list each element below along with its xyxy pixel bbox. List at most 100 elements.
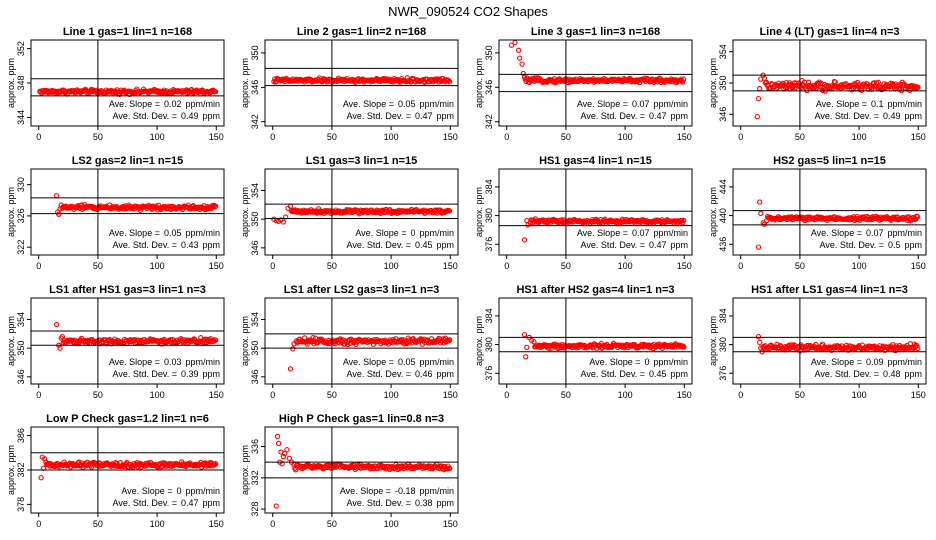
y-tick-label: 342: [250, 114, 260, 129]
x-tick-label: 0: [36, 261, 41, 271]
slope-part: 0.07: [632, 99, 650, 109]
y-tick-label: 342: [484, 114, 494, 129]
slope-annotation: Ave. Slope = 0.07 ppm/min: [811, 228, 922, 238]
std-dev-annotation: Ave. Std. Dev. = 0.48 ppm: [815, 369, 923, 379]
data-point: [447, 465, 453, 472]
panel-14: High P Check gas=1 lin=0.8 n=3 0 50 100 150 3…: [240, 413, 459, 529]
data-point: [681, 217, 687, 224]
y-axis-label: approx. ppm: [240, 187, 250, 237]
x-tick-label: 150: [911, 261, 926, 271]
data-point: [515, 47, 522, 53]
slope-part: Ave. Slope =: [343, 357, 394, 367]
data-points: [271, 203, 453, 225]
y-axis-label: approx. ppm: [240, 58, 250, 108]
y-axis-label: approx. ppm: [708, 187, 718, 237]
slope-part: ppm/min: [185, 99, 220, 109]
x-tick-label: 100: [618, 261, 633, 271]
std-part: 0.49: [181, 111, 199, 121]
data-point: [213, 337, 219, 343]
std-part: 0.43: [181, 240, 199, 250]
slope-part: ppm/min: [419, 99, 454, 109]
data-point: [274, 433, 281, 440]
panel-title: Low P Check gas=1.2 lin=1 n=6: [46, 413, 209, 425]
y-axis-label: approx. ppm: [6, 316, 16, 366]
std-dev-annotation: Ave. Std. Dev. = 0.39 ppm: [113, 369, 221, 379]
std-part: 0.47: [181, 498, 199, 508]
panel-8: HS2 gas=5 lin=1 n=15 0 50 100 150 436 440 444ap…: [708, 155, 927, 271]
slope-part: Ave. Slope =: [343, 99, 394, 109]
y-tick-label: 326: [16, 208, 26, 223]
slope-part: 0.09: [866, 357, 884, 367]
std-part: 0.48: [883, 369, 901, 379]
data-point: [757, 85, 763, 92]
x-tick-label: 150: [677, 132, 692, 142]
data-point: [446, 208, 453, 214]
y-tick-label: 384: [718, 308, 728, 323]
data-point: [680, 343, 686, 349]
data-point: [447, 337, 453, 343]
x-tick-label: 100: [384, 261, 399, 271]
y-tick-label: 322: [16, 240, 26, 255]
slope-part: 0.05: [398, 357, 416, 367]
panel-9: LS1 after HS1 gas=3 lin=1 n=3 0 50 100 150 34…: [6, 284, 225, 400]
slope-part: ppm/min: [419, 357, 454, 367]
panel-10: LS1 after LS2 gas=3 lin=1 n=3 0 50 100 150 34…: [240, 284, 459, 400]
data-point: [517, 55, 523, 61]
x-tick-label: 50: [795, 261, 805, 271]
x-tick-label: 50: [327, 519, 337, 529]
std-part: Ave. Std. Dev. =: [113, 240, 177, 250]
std-dev-annotation: Ave. Std. Dev. = 0.47 ppm: [347, 111, 455, 121]
x-tick-label: 100: [150, 519, 165, 529]
std-part: 0.39: [181, 369, 199, 379]
slope-part: ppm/min: [887, 357, 922, 367]
y-tick-label: 380: [484, 337, 494, 352]
y-axis-label: approx. ppm: [6, 445, 16, 495]
data-point: [680, 79, 686, 85]
x-tick-label: 0: [270, 261, 275, 271]
data-point: [531, 339, 537, 345]
std-dev-annotation: Ave. Std. Dev. = 0.5 ppm: [820, 240, 922, 250]
std-part: ppm: [670, 111, 688, 121]
data-point: [755, 334, 762, 340]
data-points: [287, 335, 453, 372]
std-part: ppm: [202, 111, 220, 121]
x-tick-label: 150: [209, 390, 224, 400]
plot-frame: [30, 297, 225, 385]
x-tick-label: 50: [93, 519, 103, 529]
x-tick-label: 100: [852, 261, 867, 271]
slope-part: Ave. Slope =: [577, 228, 628, 238]
std-dev-annotation: Ave. Std. Dev. = 0.47 ppm: [581, 240, 689, 250]
std-part: ppm: [202, 369, 220, 379]
std-part: ppm: [670, 240, 688, 250]
slope-part: ppm/min: [419, 486, 454, 496]
std-part: 0.47: [649, 111, 667, 121]
slope-part: Ave. Slope =: [816, 99, 867, 109]
panel-4: Line 4 (LT) gas=1 lin=4 n=3 0 50 100 150 346 3…: [708, 26, 927, 142]
slope-part: Ave. Slope =: [121, 486, 172, 496]
x-tick-label: 100: [852, 390, 867, 400]
y-tick-label: 386: [16, 428, 26, 443]
data-points: [508, 40, 687, 86]
panel-12: HS1 after LS1 gas=4 lin=1 n=3 0 50 100 150 37…: [708, 284, 927, 400]
y-tick-label: 350: [16, 341, 26, 356]
data-point: [755, 244, 762, 250]
x-tick-label: 0: [36, 519, 41, 529]
slope-part: 0.05: [164, 228, 182, 238]
data-points: [754, 72, 921, 120]
data-point: [280, 454, 287, 460]
slope-part: 0.1: [871, 99, 884, 109]
data-point: [281, 450, 288, 457]
std-part: ppm: [670, 369, 688, 379]
slope-part: Ave. Slope =: [355, 228, 406, 238]
x-tick-label: 0: [36, 390, 41, 400]
slope-part: ppm/min: [887, 228, 922, 238]
slope-part: 0.03: [164, 357, 182, 367]
plot-frame: [498, 297, 693, 385]
y-tick-label: 382: [16, 462, 26, 477]
std-part: ppm: [904, 369, 922, 379]
x-tick-label: 100: [618, 132, 633, 142]
y-tick-label: 376: [484, 366, 494, 381]
panel-11: HS1 after HS2 gas=4 lin=1 n=3 0 50 100 150 37…: [474, 284, 693, 400]
data-points: [37, 86, 219, 97]
x-tick-label: 150: [209, 132, 224, 142]
